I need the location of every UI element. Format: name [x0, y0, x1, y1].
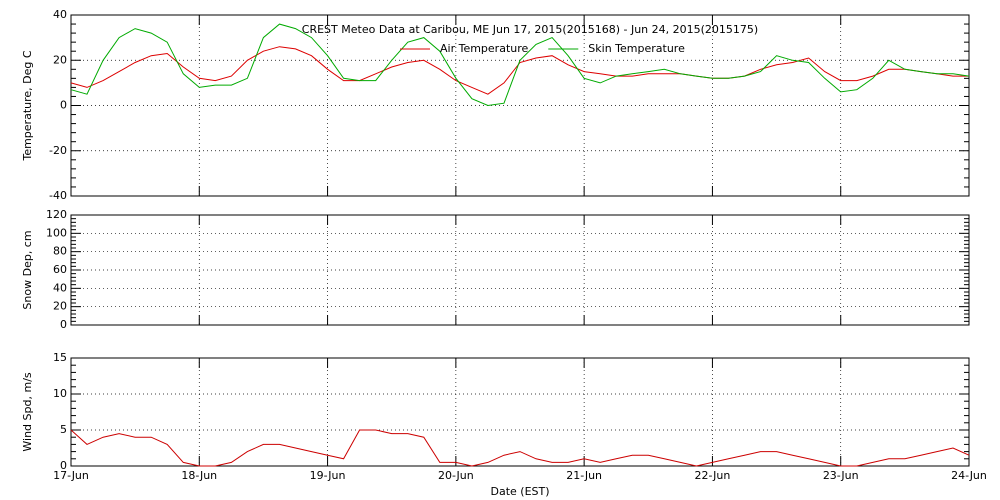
y-tick-label: -20: [49, 144, 67, 157]
y-tick-label: 20: [53, 300, 67, 313]
x-tick-label: 19-Jun: [310, 469, 346, 482]
y-tick-label: 0: [60, 318, 67, 331]
y-tick-label: 40: [53, 281, 67, 294]
legend-label: Air Temperature: [440, 42, 529, 55]
plot-frame: [70, 357, 970, 467]
y-axis-label: Wind Spd, m/s: [21, 372, 34, 452]
y-tick-label: -40: [49, 189, 67, 202]
plot-frame: [70, 214, 970, 326]
x-tick-label: 22-Jun: [695, 469, 731, 482]
x-axis-label: Date (EST): [490, 485, 549, 498]
x-tick-label: 18-Jun: [181, 469, 217, 482]
y-tick-label: 0: [60, 99, 67, 112]
y-tick-label: 0: [60, 459, 67, 472]
y-tick-label: 20: [53, 53, 67, 66]
y-tick-label: 15: [53, 351, 67, 364]
x-tick-label: 17-Jun: [53, 469, 89, 482]
y-axis-label: Snow Dep, cm: [21, 230, 34, 309]
y-tick-label: 5: [60, 423, 67, 436]
chart-title: CREST Meteo Data at Caribou, ME Jun 17, …: [302, 23, 758, 36]
y-tick-label: 10: [53, 387, 67, 400]
y-tick-label: 40: [53, 8, 67, 21]
y-tick-label: 80: [53, 245, 67, 258]
plot-frame: [70, 14, 970, 197]
series-line: [70, 23, 970, 107]
series-line: [70, 429, 970, 467]
legend-label: Skin Temperature: [588, 42, 685, 55]
x-tick-label: 24-Jun: [951, 469, 987, 482]
y-tick-label: 60: [53, 263, 67, 276]
y-tick-label: 120: [46, 208, 67, 221]
series-line: [70, 46, 969, 95]
x-tick-label: 20-Jun: [438, 469, 474, 482]
x-tick-label: 21-Jun: [566, 469, 602, 482]
x-tick-label: 23-Jun: [823, 469, 859, 482]
y-tick-label: 100: [46, 226, 67, 239]
y-axis-label: Temperature, Deg C: [21, 50, 34, 161]
